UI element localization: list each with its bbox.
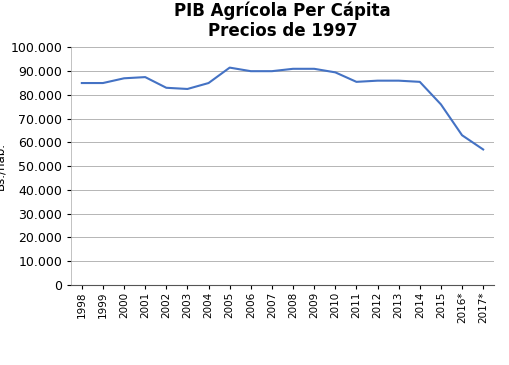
Title: PIB Agrícola Per Cápita
Precios de 1997: PIB Agrícola Per Cápita Precios de 1997 [174,1,391,41]
Y-axis label: Bs./hab.: Bs./hab. [0,142,6,190]
